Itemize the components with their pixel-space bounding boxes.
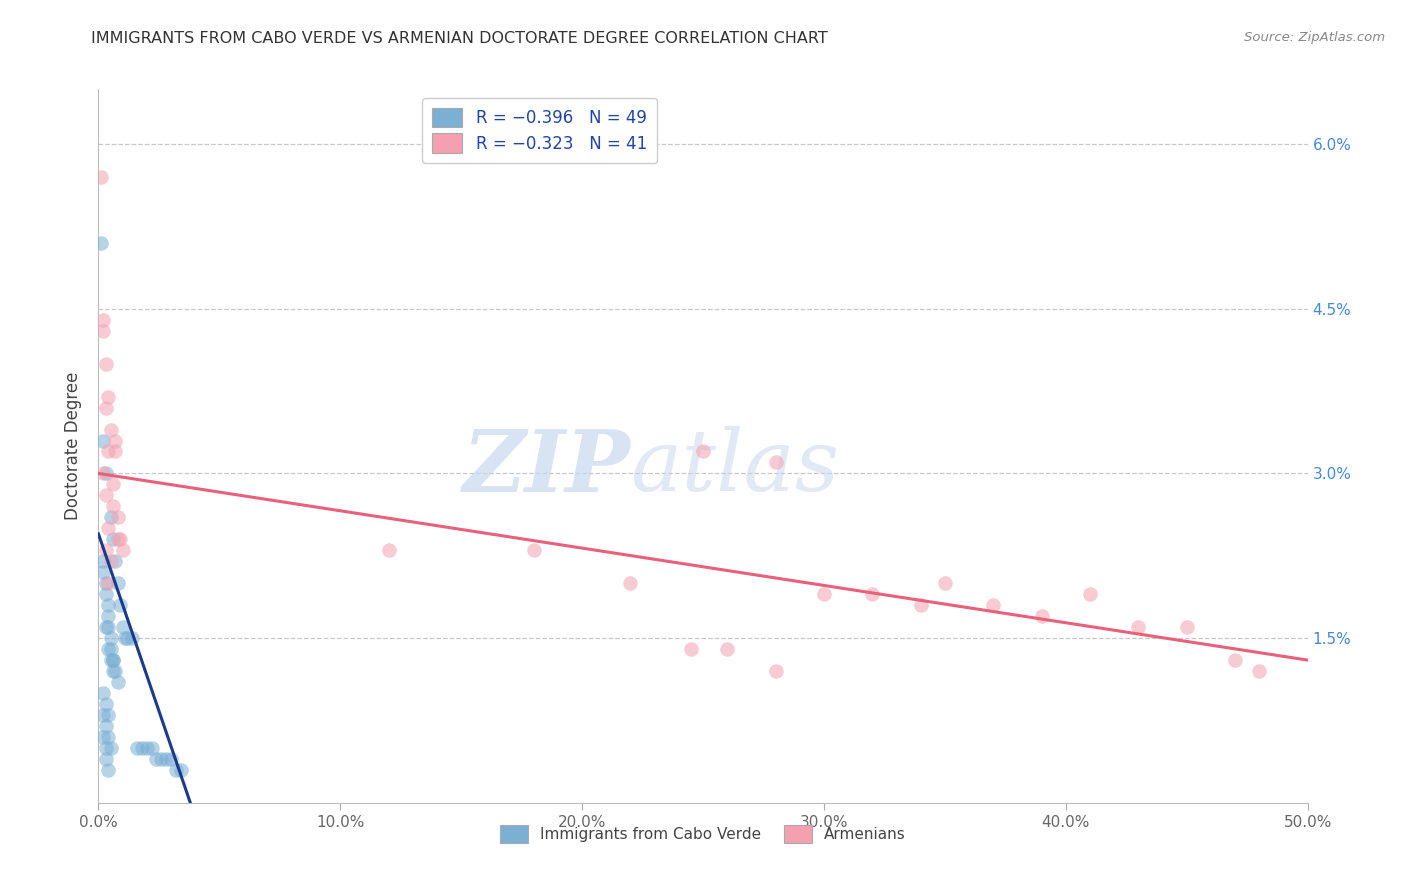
Point: [860, 587, 883, 601]
Point: [114, 631, 136, 645]
Point: [981, 598, 1004, 612]
Point: [94, 488, 117, 502]
Point: [97, 609, 120, 624]
Point: [100, 554, 122, 568]
Point: [104, 444, 127, 458]
Point: [91, 467, 114, 481]
Text: ZIP: ZIP: [463, 425, 630, 509]
Point: [111, 543, 134, 558]
Point: [155, 752, 177, 766]
Point: [135, 740, 157, 755]
Point: [94, 357, 117, 371]
Point: [94, 587, 117, 601]
Point: [94, 719, 117, 733]
Point: [765, 455, 787, 469]
Point: [104, 434, 127, 448]
Point: [160, 752, 183, 766]
Point: [813, 587, 835, 601]
Point: [377, 543, 399, 558]
Point: [97, 598, 120, 612]
Point: [100, 653, 122, 667]
Point: [94, 401, 117, 415]
Point: [1031, 609, 1053, 624]
Point: [91, 566, 114, 580]
Point: [107, 510, 129, 524]
Point: [94, 576, 117, 591]
Point: [101, 653, 124, 667]
Point: [145, 752, 167, 766]
Point: [765, 664, 787, 678]
Point: [91, 324, 114, 338]
Text: IMMIGRANTS FROM CABO VERDE VS ARMENIAN DOCTORATE DEGREE CORRELATION CHART: IMMIGRANTS FROM CABO VERDE VS ARMENIAN D…: [91, 31, 828, 46]
Point: [104, 664, 127, 678]
Point: [111, 620, 134, 634]
Point: [100, 740, 122, 755]
Point: [679, 642, 702, 657]
Point: [1223, 653, 1246, 667]
Point: [121, 631, 143, 645]
Point: [101, 477, 124, 491]
Point: [97, 444, 120, 458]
Point: [100, 642, 122, 657]
Point: [692, 444, 714, 458]
Point: [169, 763, 191, 777]
Point: [150, 752, 173, 766]
Point: [97, 708, 120, 723]
Point: [91, 434, 114, 448]
Text: atlas: atlas: [630, 426, 839, 508]
Point: [90, 235, 112, 250]
Point: [90, 169, 112, 184]
Point: [1175, 620, 1198, 634]
Point: [934, 576, 956, 591]
Point: [91, 312, 114, 326]
Point: [165, 763, 187, 777]
Point: [104, 554, 127, 568]
Point: [91, 708, 114, 723]
Point: [97, 763, 120, 777]
Point: [91, 554, 114, 568]
Y-axis label: Doctorate Degree: Doctorate Degree: [65, 372, 83, 520]
Point: [91, 686, 114, 700]
Point: [97, 390, 120, 404]
Point: [1078, 587, 1101, 601]
Point: [94, 467, 117, 481]
Point: [91, 730, 114, 744]
Point: [100, 423, 122, 437]
Point: [117, 631, 139, 645]
Point: [97, 620, 120, 634]
Point: [100, 631, 122, 645]
Point: [108, 533, 131, 547]
Point: [127, 740, 149, 755]
Point: [107, 675, 129, 690]
Point: [141, 740, 163, 755]
Point: [100, 510, 122, 524]
Point: [97, 730, 120, 744]
Point: [108, 598, 131, 612]
Point: [107, 576, 129, 591]
Point: [619, 576, 641, 591]
Point: [94, 752, 117, 766]
Point: [94, 740, 117, 755]
Point: [523, 543, 546, 558]
Point: [716, 642, 738, 657]
Point: [131, 740, 153, 755]
Point: [101, 653, 124, 667]
Point: [107, 533, 129, 547]
Legend: Immigrants from Cabo Verde, Armenians: Immigrants from Cabo Verde, Armenians: [495, 819, 911, 848]
Text: Source: ZipAtlas.com: Source: ZipAtlas.com: [1244, 31, 1385, 45]
Point: [97, 576, 120, 591]
Point: [94, 543, 117, 558]
Point: [94, 620, 117, 634]
Point: [910, 598, 932, 612]
Point: [94, 697, 117, 711]
Point: [101, 500, 124, 514]
Point: [97, 642, 120, 657]
Point: [97, 521, 120, 535]
Point: [1128, 620, 1150, 634]
Point: [101, 664, 124, 678]
Point: [1249, 664, 1271, 678]
Point: [101, 533, 124, 547]
